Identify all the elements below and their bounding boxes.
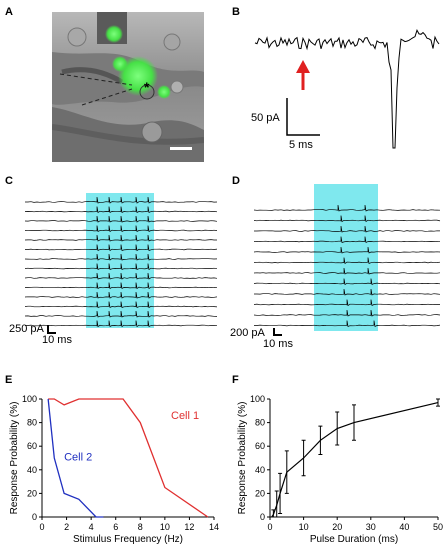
error-bar bbox=[284, 450, 289, 494]
panel-label-a: A bbox=[5, 6, 13, 18]
panel-label-e: E bbox=[5, 374, 13, 386]
panel-c-traces bbox=[24, 193, 218, 334]
y-tick-label: 0 bbox=[32, 512, 37, 522]
scale-label-y-c: 250 pA bbox=[9, 323, 44, 335]
x-tick-label: 20 bbox=[332, 522, 342, 532]
micrograph-image: * bbox=[52, 12, 204, 162]
trace-sweep bbox=[253, 267, 441, 275]
trace-sweep bbox=[253, 257, 441, 265]
x-tick-label: 14 bbox=[209, 522, 219, 532]
y-tick-label: 40 bbox=[27, 465, 37, 475]
x-tick-label: 10 bbox=[160, 522, 170, 532]
current-trace bbox=[254, 29, 440, 149]
trace-sweep bbox=[253, 278, 441, 286]
x-tick-label: 10 bbox=[299, 522, 309, 532]
trace-sweep bbox=[253, 299, 441, 307]
error-bar bbox=[301, 439, 306, 477]
y-tick-label: 40 bbox=[255, 465, 265, 475]
trace-sweep bbox=[253, 309, 441, 317]
trace-sweep bbox=[24, 206, 218, 214]
series-line-2 bbox=[47, 398, 104, 518]
scale-label-x-b: 5 ms bbox=[289, 139, 313, 151]
series-line bbox=[271, 401, 439, 518]
x-axis-label: Stimulus Frequency (Hz) bbox=[73, 534, 183, 545]
y-tick-label: 60 bbox=[255, 441, 265, 451]
x-tick-label: 50 bbox=[433, 522, 443, 532]
trace-sweep bbox=[24, 282, 218, 290]
trace-sweep bbox=[25, 196, 218, 204]
panel-label-b: B bbox=[232, 6, 240, 18]
scale-bar-b bbox=[286, 98, 320, 136]
trace-sweep bbox=[24, 215, 218, 223]
panel-b-trace bbox=[254, 29, 440, 149]
panel-label-d: D bbox=[232, 175, 240, 187]
y-tick-label: 20 bbox=[255, 488, 265, 498]
scale-label-y-b: 50 pA bbox=[251, 112, 280, 124]
scale-label-y-d: 200 pA bbox=[230, 327, 265, 339]
x-tick-label: 0 bbox=[267, 522, 272, 532]
x-tick-label: 30 bbox=[366, 522, 376, 532]
error-bar bbox=[278, 472, 283, 514]
trace-sweep bbox=[253, 236, 441, 244]
stimulus-arrow bbox=[296, 60, 310, 90]
trace-sweep bbox=[24, 272, 218, 280]
trace-sweep bbox=[253, 246, 441, 254]
scale-label-x-c: 10 ms bbox=[42, 334, 72, 346]
trace-sweep bbox=[25, 320, 218, 328]
error-bar bbox=[318, 425, 323, 455]
error-bar bbox=[335, 411, 340, 446]
marker-asterisk: * bbox=[144, 79, 150, 95]
panel-label-f: F bbox=[232, 374, 239, 386]
x-tick-label: 12 bbox=[184, 522, 194, 532]
trace-sweep bbox=[24, 234, 217, 242]
error-bar bbox=[274, 490, 279, 518]
error-bar bbox=[436, 398, 440, 407]
x-tick-label: 0 bbox=[39, 522, 44, 532]
trace-sweep bbox=[24, 310, 218, 318]
y-tick-label: 80 bbox=[27, 418, 37, 428]
scale-bar-d bbox=[273, 328, 282, 336]
fluorescent-cell bbox=[118, 56, 158, 96]
trace-sweep bbox=[24, 225, 218, 233]
panel-label-c: C bbox=[5, 175, 13, 187]
trace-sweep bbox=[254, 320, 441, 328]
y-tick-label: 60 bbox=[27, 441, 37, 451]
trace-sweep bbox=[254, 225, 441, 233]
trace-sweep bbox=[253, 204, 441, 212]
stimulus-window bbox=[314, 184, 378, 331]
y-tick-label: 0 bbox=[260, 512, 265, 522]
y-tick-label: 80 bbox=[255, 418, 265, 428]
trace-sweep bbox=[254, 288, 441, 296]
chart-f: 0 10 20 30 40 50 0 20 40 60 80 100 Pulse Duration (m… bbox=[237, 394, 443, 545]
chart-e: 0 2 4 6 8 10 12 14 0 20 40 60 80 100 Stimulus Frequenc… bbox=[9, 394, 219, 545]
x-tick-label: 2 bbox=[64, 522, 69, 532]
x-axis-label: Pulse Duration (ms) bbox=[310, 534, 398, 545]
trace-sweep bbox=[25, 244, 218, 252]
y-tick-label: 20 bbox=[27, 488, 37, 498]
x-tick-label: 4 bbox=[89, 522, 94, 532]
stimulus-window bbox=[86, 193, 154, 328]
trace-sweep bbox=[24, 301, 218, 309]
x-tick-label: 40 bbox=[399, 522, 409, 532]
trace-sweep bbox=[253, 215, 441, 223]
image-scale-bar bbox=[170, 147, 192, 150]
scale-bar-c bbox=[47, 325, 56, 334]
scale-label-x-d: 10 ms bbox=[263, 338, 293, 350]
series-label-1: Cell 1 bbox=[171, 410, 199, 422]
trace-sweep bbox=[24, 263, 218, 271]
y-axis-label: Response Probability (%) bbox=[237, 402, 248, 515]
trace-sweep bbox=[24, 253, 218, 261]
panel-d-traces bbox=[253, 184, 441, 336]
error-bar bbox=[271, 509, 276, 518]
series-line-1 bbox=[48, 398, 209, 518]
x-tick-label: 6 bbox=[113, 522, 118, 532]
x-tick-label: 8 bbox=[138, 522, 143, 532]
y-axis-label: Response Probability (%) bbox=[9, 402, 20, 515]
trace-sweep bbox=[24, 291, 218, 299]
y-tick-label: 100 bbox=[250, 394, 265, 404]
error-bar bbox=[352, 404, 356, 441]
y-tick-label: 100 bbox=[22, 394, 37, 404]
series-label-2: Cell 2 bbox=[64, 451, 92, 463]
